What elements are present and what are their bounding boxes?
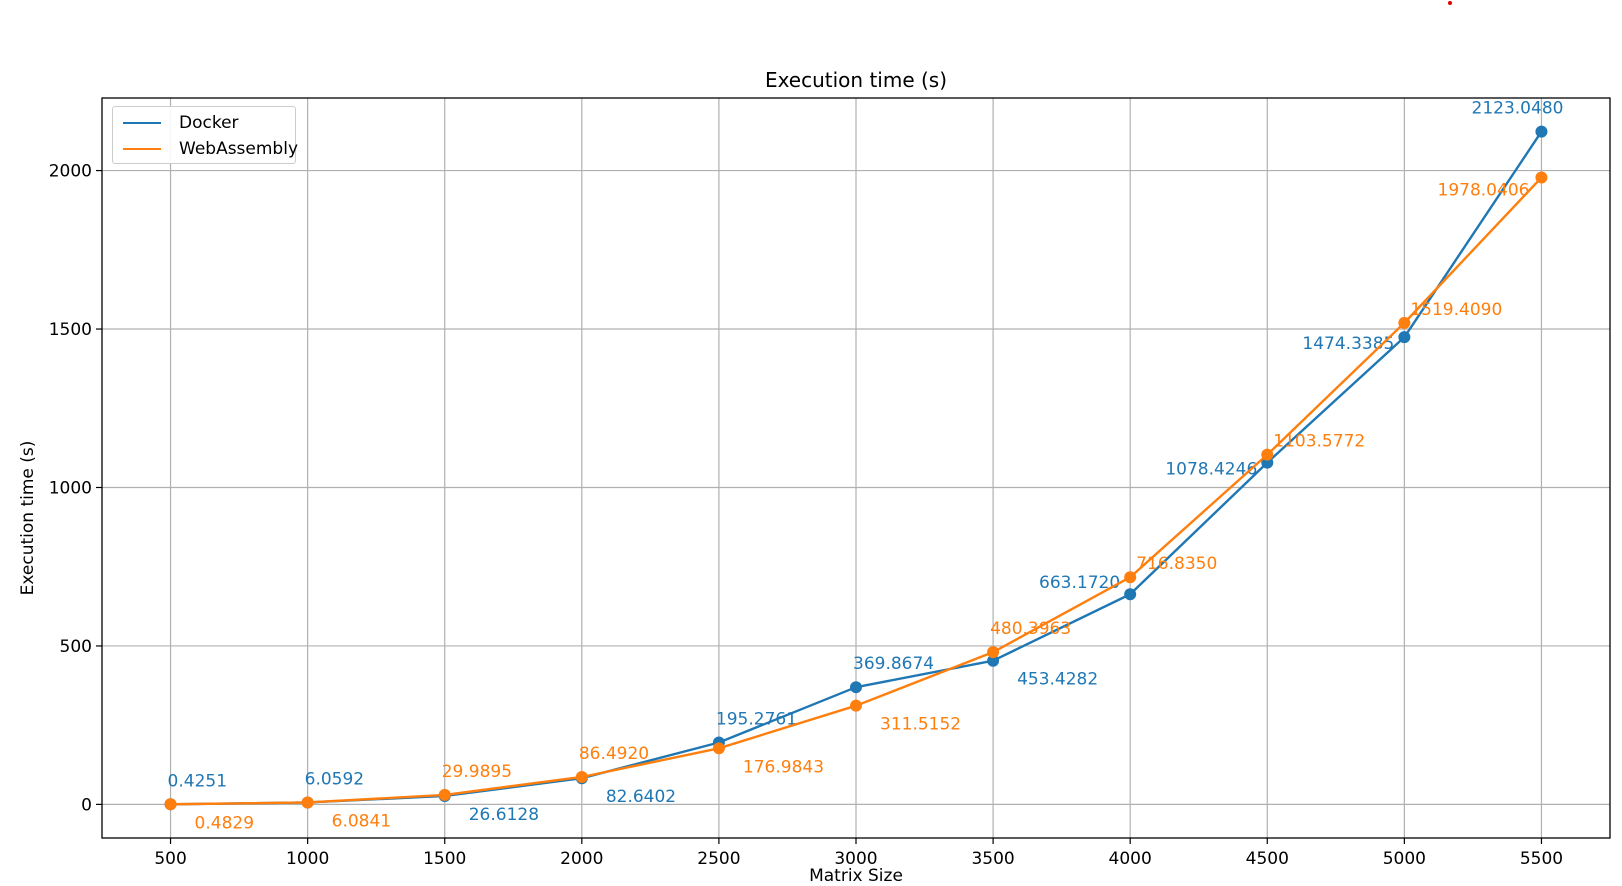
data-label-webassembly: 29.9895 bbox=[442, 762, 512, 782]
data-label-docker: 2123.0480 bbox=[1472, 99, 1564, 119]
data-label-webassembly: 480.3963 bbox=[990, 619, 1071, 639]
y-tick-label: 2000 bbox=[49, 162, 92, 182]
data-label-webassembly: 311.5152 bbox=[880, 715, 961, 735]
x-tick-label: 5000 bbox=[1383, 849, 1426, 869]
data-point-docker bbox=[987, 654, 1000, 667]
data-label-webassembly: 0.4829 bbox=[195, 813, 254, 833]
x-tick-label: 5500 bbox=[1520, 849, 1563, 869]
x-tick-label: 2500 bbox=[697, 849, 740, 869]
legend-label-webassembly: WebAssembly bbox=[179, 139, 298, 159]
x-tick-label: 4500 bbox=[1246, 849, 1289, 869]
data-point-webassembly bbox=[1398, 316, 1411, 329]
data-label-docker: 369.8674 bbox=[853, 654, 934, 674]
data-label-docker: 82.6402 bbox=[606, 787, 676, 807]
data-label-webassembly: 1519.4090 bbox=[1410, 300, 1502, 320]
red-marker-dot bbox=[1448, 1, 1452, 5]
y-axis-label: Execution time (s) bbox=[18, 440, 38, 596]
data-label-docker: 195.2761 bbox=[716, 710, 797, 730]
legend: Docker WebAssembly bbox=[112, 106, 298, 164]
data-point-webassembly bbox=[712, 742, 725, 755]
data-point-webassembly bbox=[1261, 448, 1274, 461]
x-tick-label: 2000 bbox=[560, 849, 603, 869]
data-label-webassembly: 6.0841 bbox=[332, 811, 391, 831]
data-label-docker: 6.0592 bbox=[305, 769, 364, 789]
data-label-webassembly: 716.8350 bbox=[1136, 554, 1217, 574]
data-label-docker: 663.1720 bbox=[1039, 573, 1120, 593]
data-point-webassembly bbox=[987, 646, 1000, 659]
data-point-webassembly bbox=[164, 798, 177, 811]
x-tick-label: 500 bbox=[154, 849, 186, 869]
legend-item-webassembly: WebAssembly bbox=[123, 138, 298, 160]
x-axis-label: Matrix Size bbox=[809, 866, 903, 886]
data-label-webassembly: 86.4920 bbox=[579, 744, 649, 764]
data-label-docker: 26.6128 bbox=[469, 805, 539, 825]
data-point-webassembly bbox=[438, 788, 451, 801]
legend-item-docker: Docker bbox=[123, 112, 293, 134]
data-point-docker bbox=[1124, 588, 1137, 601]
legend-swatch-docker bbox=[123, 122, 161, 124]
data-label-webassembly: 1978.0406 bbox=[1438, 181, 1530, 201]
data-label-docker: 1474.3385 bbox=[1302, 334, 1394, 354]
data-label-docker: 0.4251 bbox=[168, 771, 227, 791]
data-point-docker bbox=[850, 681, 862, 694]
data-point-webassembly bbox=[1535, 171, 1548, 184]
y-tick-label: 1000 bbox=[49, 478, 92, 498]
x-tick-label: 3500 bbox=[971, 849, 1014, 869]
chart-title: Execution time (s) bbox=[764, 68, 948, 92]
data-label-webassembly: 176.9843 bbox=[743, 757, 824, 777]
data-label-webassembly: 1103.5772 bbox=[1273, 432, 1365, 452]
legend-swatch-webassembly bbox=[123, 148, 161, 150]
data-point-webassembly bbox=[850, 699, 862, 712]
x-tick-label: 3000 bbox=[834, 849, 877, 869]
data-point-docker bbox=[1398, 331, 1411, 344]
x-tick-label: 4000 bbox=[1109, 849, 1152, 869]
y-tick-label: 1500 bbox=[49, 320, 92, 340]
x-tick-label: 1000 bbox=[286, 849, 329, 869]
legend-label-docker: Docker bbox=[179, 113, 239, 133]
data-point-webassembly bbox=[575, 770, 588, 783]
data-point-docker bbox=[1535, 125, 1548, 138]
data-point-webassembly bbox=[1124, 571, 1137, 584]
data-label-docker: 1078.4246 bbox=[1165, 460, 1257, 480]
x-tick-label: 1500 bbox=[423, 849, 466, 869]
y-tick-label: 500 bbox=[60, 637, 92, 657]
y-tick-label: 0 bbox=[81, 795, 92, 815]
data-label-docker: 453.4282 bbox=[1017, 670, 1098, 690]
data-point-webassembly bbox=[301, 796, 314, 809]
